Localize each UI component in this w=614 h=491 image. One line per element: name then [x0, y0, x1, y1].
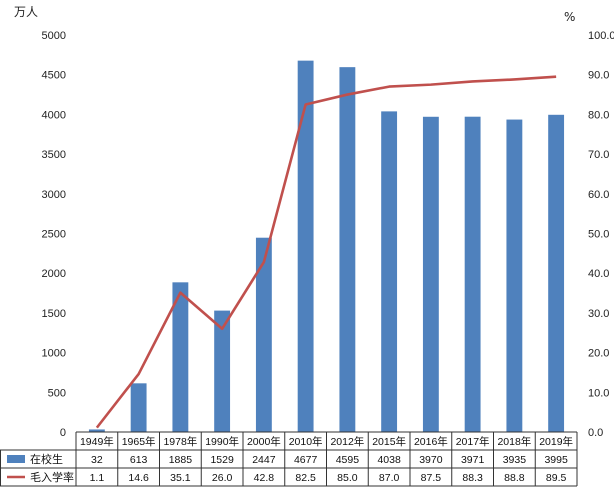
left-tick-label: 3500 [42, 149, 66, 161]
category-label: 2010年 [289, 435, 323, 448]
rate-value-cell: 26.0 [212, 472, 233, 484]
right-tick-label: 100.0 [588, 30, 614, 42]
right-tick-label: 70.0 [588, 149, 609, 161]
right-y-axis: 0.0 10.0 20.0 30.0 40.0 50.0 60.0 70.0 80.0 90.0 1… [588, 30, 614, 439]
legend-bar-swatch [7, 455, 25, 463]
rate-value-cell: 88.3 [462, 472, 483, 484]
right-tick-label: 40.0 [588, 268, 609, 280]
left-tick-label: 500 [48, 387, 66, 399]
category-label: 2019年 [539, 435, 573, 448]
enrollment-bar [297, 60, 314, 432]
enrollment-bar [464, 116, 481, 432]
rate-value-cell: 42.8 [254, 472, 275, 484]
rate-value-cell: 14.6 [128, 472, 149, 484]
right-tick-label: 20.0 [588, 348, 609, 360]
enrollment-value-cell: 4677 [294, 454, 318, 466]
category-label: 2015年 [372, 435, 406, 448]
enrollment-bar [381, 111, 398, 432]
enrollment-bar [214, 310, 231, 432]
enrollment-bar [172, 282, 189, 432]
enrollment-bar [422, 116, 439, 433]
enrollment-value-cell: 3935 [503, 454, 527, 466]
enrollment-bar [339, 67, 356, 433]
category-label: 2018年 [497, 435, 531, 448]
category-label: 1990年 [205, 435, 239, 448]
enrollment-value-cell: 4038 [377, 454, 401, 466]
right-tick-label: 30.0 [588, 308, 609, 320]
enrollment-value-cell: 32 [91, 454, 103, 466]
gross-enrollment-rate-line [95, 75, 557, 429]
enrollment-value-cell: 3970 [419, 454, 443, 466]
rate-value-cell: 82.5 [295, 472, 316, 484]
category-label: 1978年 [163, 435, 197, 448]
category-label: 1949年 [80, 435, 114, 448]
left-y-axis: 0 500 1000 1500 2000 2500 3000 3500 4000 4500 5000 [42, 30, 66, 439]
right-tick-label: 80.0 [588, 109, 609, 121]
legend-bar-label: 在校生 [30, 452, 63, 466]
right-tick-label: 90.0 [588, 70, 609, 82]
enrollment-bar [548, 114, 565, 432]
enrollment-value-cell: 3971 [461, 454, 485, 466]
left-tick-label: 0 [60, 427, 66, 439]
legend-line-label: 毛入学率 [30, 470, 74, 484]
enrollment-value-cell: 1885 [169, 454, 193, 466]
category-label: 2012年 [330, 435, 364, 448]
enrollment-value-cell: 3995 [544, 454, 568, 466]
left-tick-label: 5000 [42, 30, 66, 42]
rate-value-cell: 85.0 [337, 472, 358, 484]
category-label: 1965年 [122, 435, 156, 448]
left-tick-label: 3000 [42, 189, 66, 201]
left-axis-unit: 万人 [14, 5, 38, 19]
rate-value-cell: 88.8 [504, 472, 525, 484]
left-tick-label: 2000 [42, 268, 66, 280]
left-tick-label: 1500 [42, 308, 66, 320]
enrollment-bar [130, 383, 147, 432]
category-label: 2016年 [414, 435, 448, 448]
category-label: 2000年 [247, 435, 281, 448]
right-axis-unit: % [564, 10, 575, 24]
enrollment-value-cell: 2447 [252, 454, 276, 466]
enrollment-value-cell: 1529 [210, 454, 234, 466]
rate-value-cell: 35.1 [170, 472, 191, 484]
right-tick-label: 10.0 [588, 387, 609, 399]
enrollment-value-cell: 4595 [336, 454, 360, 466]
right-tick-label: 50.0 [588, 229, 609, 241]
enrollment-value-cell: 613 [130, 454, 148, 466]
category-label: 2017年 [456, 435, 490, 448]
enrollment-bar [255, 237, 272, 432]
left-tick-label: 1000 [42, 348, 66, 360]
left-tick-label: 4500 [42, 70, 66, 82]
rate-value-cell: 89.5 [546, 472, 567, 484]
rate-value-cell: 87.0 [379, 472, 400, 484]
left-tick-label: 2500 [42, 229, 66, 241]
left-tick-label: 4000 [42, 109, 66, 121]
rate-value-cell: 1.1 [90, 472, 105, 484]
enrollment-bar [88, 429, 105, 432]
right-tick-label: 60.0 [588, 189, 609, 201]
enrollment-bar [506, 119, 523, 432]
data-table: 1949年 1965年 1978年 1990年 2000年 2010年 2012年 2015年… [0, 431, 578, 487]
plot-area [76, 60, 577, 433]
rate-value-cell: 87.5 [421, 472, 442, 484]
right-tick-label: 0.0 [588, 427, 603, 439]
